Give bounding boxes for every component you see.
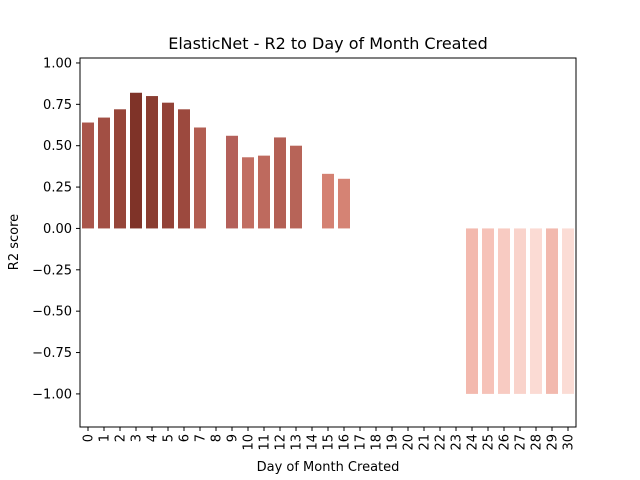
x-tick-label: 26 bbox=[498, 434, 513, 451]
bar-day-13 bbox=[290, 145, 302, 229]
x-tick-label: 29 bbox=[546, 434, 561, 451]
x-tick-label: 3 bbox=[130, 434, 145, 442]
y-tick-label: 0.25 bbox=[43, 181, 72, 196]
y-axis-ticks: 1.00 0.75 0.50 0.25 0.00 −0.25 −0.50 −0.75 −1.00 bbox=[32, 56, 80, 402]
x-tick-label: 23 bbox=[450, 434, 465, 451]
y-tick-label: −0.75 bbox=[32, 346, 72, 361]
bar-day-26 bbox=[498, 228, 510, 394]
x-tick-label: 17 bbox=[354, 434, 369, 451]
x-tick-label: 30 bbox=[562, 434, 577, 451]
x-tick-label: 24 bbox=[466, 434, 481, 451]
x-tick-label: 14 bbox=[306, 434, 321, 451]
y-tick-label: −0.50 bbox=[32, 305, 72, 320]
x-tick-label: 9 bbox=[226, 434, 241, 442]
bar-day-12 bbox=[274, 137, 286, 229]
x-tick-label: 21 bbox=[418, 434, 433, 451]
x-tick-label: 19 bbox=[386, 434, 401, 451]
x-tick-label: 13 bbox=[290, 434, 305, 451]
bar-day-27 bbox=[514, 228, 526, 394]
bar-day-25 bbox=[482, 228, 494, 394]
bar-day-15 bbox=[322, 173, 334, 229]
y-tick-label: 0.75 bbox=[43, 98, 72, 113]
bar-day-10 bbox=[242, 157, 254, 229]
x-tick-label: 12 bbox=[274, 434, 289, 451]
bar-day-24 bbox=[466, 228, 478, 394]
bar-day-1 bbox=[98, 117, 110, 229]
y-tick-label: −1.00 bbox=[32, 387, 72, 402]
y-tick-label: −0.25 bbox=[32, 263, 72, 278]
x-tick-label: 22 bbox=[434, 434, 449, 451]
x-tick-label: 0 bbox=[82, 434, 97, 442]
x-tick-label: 5 bbox=[162, 434, 177, 442]
bar-day-7 bbox=[194, 127, 206, 229]
bar-day-0 bbox=[82, 122, 94, 229]
x-tick-label: 6 bbox=[178, 434, 193, 442]
x-tick-label: 8 bbox=[210, 434, 225, 442]
x-tick-label: 15 bbox=[322, 434, 337, 451]
bar-day-5 bbox=[162, 102, 174, 229]
bar-day-16 bbox=[338, 178, 350, 229]
x-tick-label: 7 bbox=[194, 434, 209, 442]
bar-day-11 bbox=[258, 155, 270, 229]
x-axis-ticks: 0 1 2 3 4 5 6 7 8 9 10 11 12 13 14 15 16 17 18 19 20 21 22 23 24… bbox=[82, 427, 577, 451]
y-axis-label: R2 score bbox=[7, 214, 22, 270]
bar-day-2 bbox=[114, 109, 126, 229]
chart-title: ElasticNet - R2 to Day of Month Created bbox=[168, 34, 488, 53]
bar-day-3 bbox=[130, 92, 142, 229]
bar-day-30 bbox=[562, 228, 574, 394]
x-tick-label: 4 bbox=[146, 434, 161, 442]
x-tick-label: 2 bbox=[114, 434, 129, 442]
y-tick-label: 0.00 bbox=[43, 222, 72, 237]
x-tick-label: 20 bbox=[402, 434, 417, 451]
bar-day-9 bbox=[226, 135, 238, 229]
x-tick-label: 18 bbox=[370, 434, 385, 451]
x-tick-label: 1 bbox=[98, 434, 113, 442]
bar-day-29 bbox=[546, 228, 558, 394]
x-axis-label: Day of Month Created bbox=[257, 460, 400, 475]
bar-day-28 bbox=[530, 228, 542, 394]
x-tick-label: 10 bbox=[242, 434, 257, 451]
bar-day-4 bbox=[146, 96, 158, 229]
x-tick-label: 27 bbox=[514, 434, 529, 451]
x-tick-label: 11 bbox=[258, 434, 273, 451]
y-tick-label: 0.50 bbox=[43, 139, 72, 154]
x-tick-label: 16 bbox=[338, 434, 353, 451]
x-tick-label: 28 bbox=[530, 434, 545, 451]
bars-group bbox=[82, 92, 574, 394]
x-tick-label: 25 bbox=[482, 434, 497, 451]
plot-frame bbox=[79, 57, 577, 428]
y-tick-label: 1.00 bbox=[43, 56, 72, 71]
bar-day-6 bbox=[178, 109, 190, 229]
